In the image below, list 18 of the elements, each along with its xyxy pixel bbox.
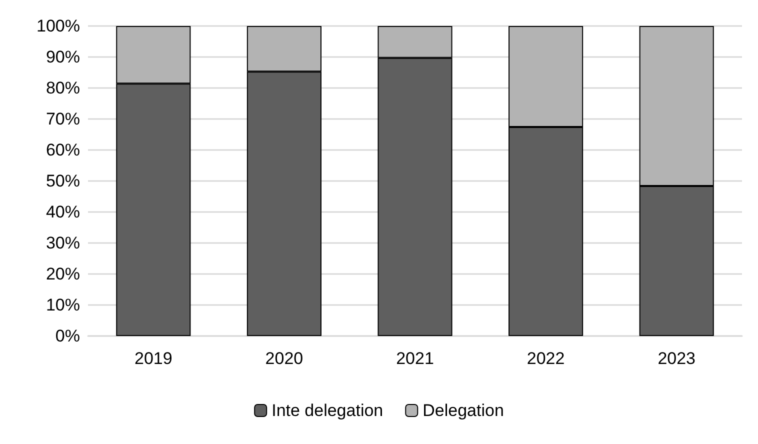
y-tick-label: 50% — [46, 172, 80, 190]
y-tick-label: 30% — [46, 234, 80, 252]
y-tick-label: 10% — [46, 296, 80, 314]
y-tick-label: 40% — [46, 202, 80, 222]
x-tick-label: 2022 — [526, 349, 565, 368]
y-tick-label: 20% — [46, 264, 80, 284]
legend-label: Delegation — [422, 401, 504, 420]
x-tick-label: 2021 — [396, 349, 434, 368]
y-tick-label: 0% — [55, 326, 80, 346]
x-tick-label: 2019 — [134, 349, 172, 368]
y-tick-label: 100% — [36, 16, 80, 36]
x-tick-label: 2020 — [265, 349, 304, 368]
y-tick-label: 80% — [46, 78, 80, 98]
y-tick-label: 70% — [46, 110, 80, 128]
x-tick-label: 2023 — [658, 349, 696, 368]
y-tick-label: 60% — [46, 140, 80, 160]
legend-label: Inte delegation — [272, 401, 384, 420]
y-tick-label: 90% — [46, 48, 80, 66]
